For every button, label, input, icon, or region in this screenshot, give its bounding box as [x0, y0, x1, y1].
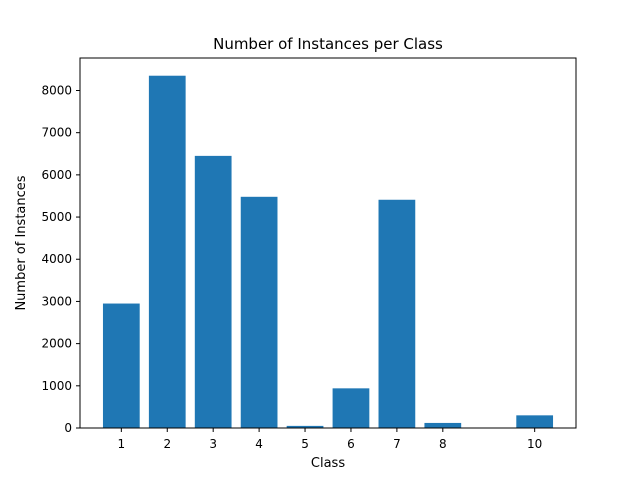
y-tick-label: 8000 [41, 83, 72, 97]
x-axis-ticks: 1 2 3 4 5 6 7 8 10 [118, 428, 542, 451]
bar-class-2 [148, 75, 186, 428]
y-tick-label: 3000 [41, 294, 72, 308]
y-tick-label: 0 [64, 421, 72, 435]
y-tick-label: 7000 [41, 126, 72, 140]
chart-title: Number of Instances per Class [213, 35, 443, 53]
x-tick-label: 2 [163, 437, 171, 451]
x-tick-label: 3 [209, 437, 217, 451]
y-tick-label: 4000 [41, 252, 72, 266]
y-tick-label: 2000 [41, 337, 72, 351]
y-axis-label: Number of Instances [14, 175, 29, 310]
bar-class-7 [378, 199, 416, 428]
bar-class-4 [240, 196, 278, 428]
bar-class-3 [194, 155, 232, 428]
x-tick-label: 7 [393, 437, 401, 451]
x-tick-label: 5 [301, 437, 309, 451]
x-axis-label: Class [311, 456, 345, 471]
bar-class-6 [332, 388, 370, 428]
y-tick-label: 5000 [41, 210, 72, 224]
y-tick-label: 1000 [41, 379, 72, 393]
bar-class-1 [102, 303, 140, 428]
plot-frame [79, 57, 577, 429]
y-axis-ticks: 0 1000 2000 3000 4000 5000 6000 7000 8000 [41, 83, 80, 435]
bar-class-10 [516, 415, 554, 428]
x-tick-label: 4 [255, 437, 263, 451]
bar-class-8 [424, 422, 462, 428]
bars-group [102, 75, 554, 428]
x-tick-label: 8 [439, 437, 447, 451]
x-tick-label: 1 [118, 437, 126, 451]
x-tick-label: 6 [347, 437, 355, 451]
x-tick-label: 10 [527, 437, 542, 451]
bar-class-5 [286, 425, 324, 428]
y-tick-label: 6000 [41, 168, 72, 182]
